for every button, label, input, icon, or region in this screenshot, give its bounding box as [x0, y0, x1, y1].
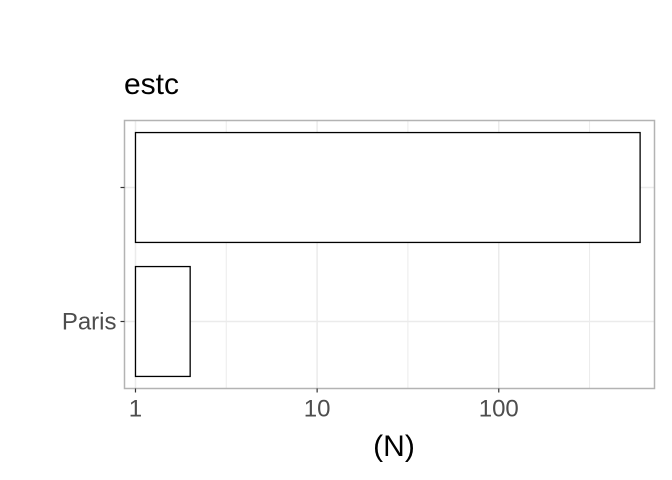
- x-tick-label-0: 1: [129, 396, 142, 423]
- bar-unlabeled-1: [134, 131, 641, 244]
- bars: [134, 131, 641, 378]
- x-axis-ticks: 1 10 100: [129, 388, 519, 423]
- x-tick-label-2: 100: [479, 396, 519, 423]
- panel-border: [123, 119, 656, 390]
- x-axis-title: (N): [373, 430, 415, 463]
- y-tick-label-0: Paris: [62, 309, 117, 336]
- chart-title: estc: [124, 68, 179, 101]
- y-axis-ticks: Paris: [62, 186, 125, 336]
- x-tick-label-1: 10: [304, 396, 331, 423]
- bar-paris: [134, 265, 191, 378]
